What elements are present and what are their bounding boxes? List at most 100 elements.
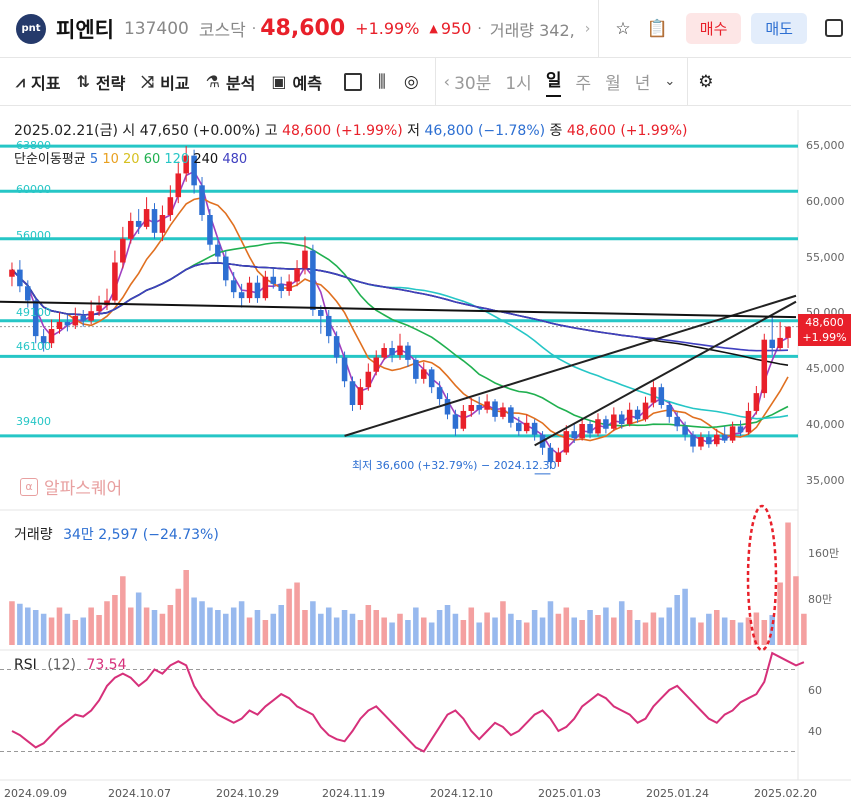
volume-bar <box>476 622 482 645</box>
volume-bar <box>460 620 467 645</box>
period-year[interactable]: 년 <box>634 74 651 94</box>
candle-body <box>745 410 752 433</box>
volume-bar <box>135 592 142 645</box>
shuffle-icon: ⤨ <box>141 71 155 91</box>
ma-title: 단순이동평균 <box>14 152 86 167</box>
candle-body <box>761 339 768 394</box>
volume-bar <box>555 613 562 645</box>
buy-button[interactable]: 매수 <box>685 13 742 44</box>
hline-label-60000: 60000 <box>16 183 51 196</box>
period-30min[interactable]: 30분 <box>454 74 492 94</box>
candle-body <box>40 336 47 344</box>
candle-body <box>508 407 514 423</box>
alpha-icon: α <box>20 477 38 496</box>
volume-bar <box>56 607 63 645</box>
candle-body <box>650 387 657 403</box>
analysis-button[interactable]: ⚗ 분석 <box>206 70 256 94</box>
volume-bar <box>381 617 387 645</box>
candle-body <box>357 387 364 405</box>
candle-body <box>476 405 482 410</box>
volume-bar <box>785 522 791 645</box>
candle-body <box>634 409 641 420</box>
volume-bar <box>215 610 221 645</box>
chevron-down-icon[interactable]: ⌄ <box>664 74 676 89</box>
stock-code: 137400 <box>123 18 189 39</box>
scroll-left-icon[interactable]: ‹ <box>443 72 451 91</box>
candle-body <box>516 422 522 432</box>
candle-body <box>286 281 292 291</box>
candle-body <box>468 405 475 411</box>
ma-240-line <box>0 300 797 319</box>
candle-body <box>777 337 783 348</box>
volume-bar <box>294 582 300 645</box>
volume-bar <box>389 622 395 645</box>
sell-button[interactable]: 매도 <box>751 13 807 44</box>
drawing-box-icon[interactable] <box>343 72 362 91</box>
volume-bar <box>48 617 55 645</box>
candle-body <box>452 414 459 429</box>
forecast-button[interactable]: ▣ 예측 <box>271 70 322 94</box>
volume-bar <box>508 613 514 645</box>
candlestick-icon[interactable]: ⫼ <box>377 71 386 92</box>
volume-bar <box>713 610 720 645</box>
rsi-label: RSI <box>14 657 37 673</box>
period-month[interactable]: 월 <box>605 74 621 94</box>
camera-icon[interactable]: ◎ <box>403 71 419 92</box>
volume-bar <box>452 613 459 645</box>
candle-body <box>721 434 728 441</box>
candle-body <box>381 348 387 358</box>
candle-body <box>618 414 625 424</box>
volume-bar <box>310 601 316 645</box>
candle-body <box>523 422 530 432</box>
period-1hour[interactable]: 1시 <box>505 74 532 94</box>
min-price-annotation: 최저 36,600 (+32.79%) − 2024.12.30 <box>352 459 557 472</box>
volume-bar <box>618 601 625 645</box>
date-label: 2025.01.03 <box>538 787 601 800</box>
trend-line <box>344 294 797 437</box>
candle-body <box>642 402 649 420</box>
open-label: 시 <box>122 123 136 139</box>
volume-bar <box>254 610 261 645</box>
date-label: 2024.09.09 <box>4 787 67 800</box>
alphasquare-watermark: α 알파스퀘어 <box>20 474 122 499</box>
candle-body <box>207 215 213 245</box>
volume-bar <box>484 612 490 645</box>
volume-bar <box>397 613 403 645</box>
period-day[interactable]: 일 <box>545 66 562 97</box>
compare-button[interactable]: ⤨ 비교 <box>141 70 189 94</box>
candle-body <box>262 276 269 299</box>
volume-bar <box>230 607 237 645</box>
volume-bar <box>120 576 126 645</box>
volume-bar <box>127 607 134 645</box>
volume-bar <box>761 620 768 645</box>
company-logo: pnt <box>16 13 46 44</box>
candle-body <box>405 345 411 360</box>
hline-label-63800: 63800 <box>16 139 51 152</box>
candle-body <box>17 269 23 287</box>
candle-body <box>682 426 688 435</box>
gear-icon[interactable]: ⚙ <box>698 71 714 92</box>
candle-body <box>420 369 427 379</box>
price-axis-label: 55,000 <box>806 251 845 264</box>
period-week[interactable]: 주 <box>575 74 592 94</box>
star-icon[interactable]: ☆ <box>615 18 631 39</box>
volume-bar <box>199 601 205 645</box>
volume-bar <box>650 612 657 645</box>
candle-body <box>571 431 577 439</box>
volume-bar <box>262 620 269 645</box>
current-price: 48,600 <box>260 16 346 41</box>
volume-bar <box>468 607 475 645</box>
volume-bar <box>706 613 712 645</box>
indicator-button[interactable]: ⩘ 지표 <box>16 70 60 94</box>
moving-average-legend[interactable]: 단순이동평균 5 10 20 60 120 240 480 <box>14 148 247 167</box>
candle-body <box>753 393 760 411</box>
panel-toggle-icon[interactable] <box>825 19 843 37</box>
volume-bar <box>563 607 570 645</box>
volume-bar <box>64 613 71 645</box>
candle-body <box>737 426 744 433</box>
chevron-right-icon[interactable]: › <box>584 20 591 37</box>
clipboard-icon[interactable]: 📋 <box>646 18 668 39</box>
volume-bar <box>318 613 324 645</box>
strategy-button[interactable]: ⇅ 전략 <box>76 70 125 94</box>
